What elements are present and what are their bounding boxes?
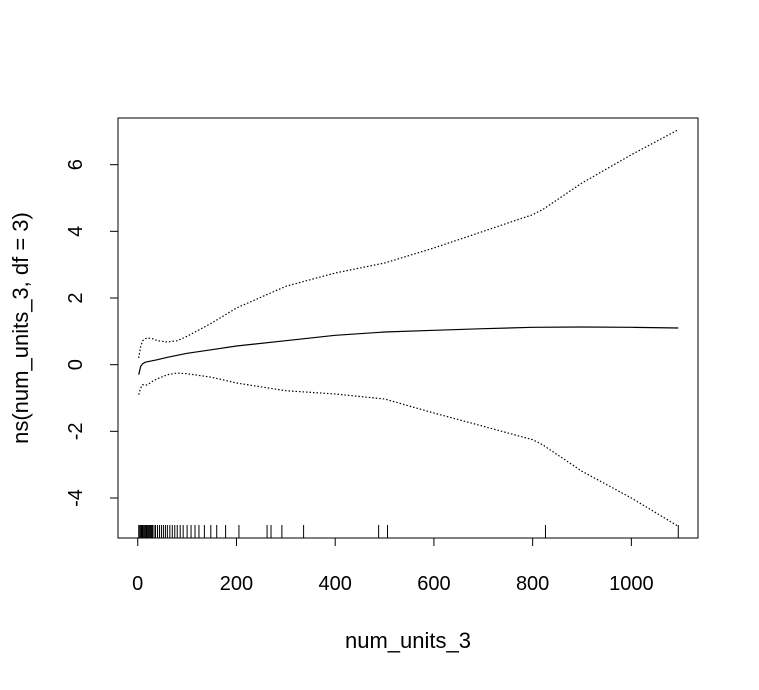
y-tick-label: -4 [65, 489, 87, 507]
plot-frame [117, 117, 699, 539]
x-tick-label: 1000 [609, 573, 654, 595]
x-tick-label: 800 [516, 573, 549, 595]
x-axis-title: num_units_3 [345, 628, 471, 653]
plot-lines [138, 129, 679, 527]
x-tick-label: 400 [319, 573, 352, 595]
y-tick-label: 6 [65, 159, 87, 170]
confidence-band-line [138, 129, 679, 359]
x-tick-label: 200 [220, 573, 253, 595]
rug-marks [138, 525, 679, 538]
fit-line [138, 326, 679, 375]
y-tick-label: 2 [65, 292, 87, 303]
x-tick-label: 600 [417, 573, 450, 595]
y-tick-label: -2 [65, 422, 87, 440]
confidence-band-line [138, 372, 679, 527]
y-tick-label: 0 [65, 359, 87, 370]
x-tick-label: 0 [132, 573, 143, 595]
y-axis-title: ns(num_units_3, df = 3) [8, 212, 33, 444]
x-axis: 0 200 400 600 800 1000 [132, 537, 654, 595]
y-tick-label: 4 [65, 226, 87, 237]
y-axis: -4 -2 0 2 4 6 [65, 159, 119, 507]
